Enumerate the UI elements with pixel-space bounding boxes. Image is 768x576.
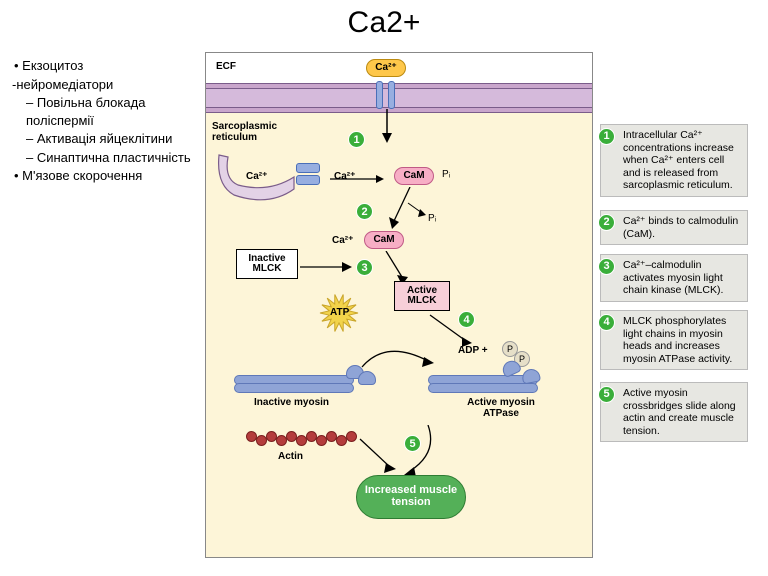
- pi-label: Pᵢ: [442, 169, 450, 180]
- adp-label: ADP +: [458, 345, 488, 356]
- legend-text: MLCK phosphorylates light chains in myos…: [600, 310, 748, 370]
- inactive-mlck-box: Inactive MLCK: [236, 249, 298, 279]
- cam-oval: CaM: [394, 167, 434, 185]
- membrane-bottom: [206, 107, 592, 113]
- ca-label: Ca²⁺: [246, 171, 267, 182]
- ecf-label: ECF: [216, 61, 236, 72]
- atp-label: ATP: [330, 307, 349, 318]
- result-oval: Increased muscle tension: [356, 475, 466, 519]
- cam-oval: CaM: [364, 231, 404, 249]
- diagram-panel: ECF Ca²⁺ Sarcoplasmic reticulum Ca²⁺ Ca²⁺ 1 C…: [205, 52, 593, 558]
- bullet-item: Активація яйцеклітини: [26, 130, 195, 148]
- bullet-sub: -нейромедіатори: [12, 76, 195, 94]
- sr-channel: [296, 163, 320, 173]
- inactive-myosin-label: Inactive myosin: [254, 397, 329, 408]
- myosin-head: [521, 368, 541, 385]
- ca-label: Ca²⁺: [332, 235, 353, 246]
- bullet-item: Синаптична пластичність: [26, 149, 195, 167]
- legend-step-1: 1: [598, 128, 615, 145]
- bullet-item: Екзоцитоз: [14, 57, 195, 75]
- channel-pore: [388, 81, 395, 109]
- active-myosin-label: Active myosin ATPase: [456, 397, 546, 419]
- legend-item-3: 3 Ca²⁺–calmodulin activates myosin light…: [600, 254, 748, 302]
- ca-oval-top: Ca²⁺: [366, 59, 406, 77]
- bullet-item: Повільна блокада поліспермії: [26, 94, 195, 129]
- legend-item-4: 4 MLCK phosphorylates light chains in my…: [600, 310, 748, 370]
- legend-item-2: 2 Ca²⁺ binds to calmodulin (CaM).: [600, 210, 748, 245]
- bullet-item: М'язове скорочення: [14, 167, 195, 185]
- step-2: 2: [356, 203, 373, 220]
- membrane-fill: [206, 89, 592, 107]
- legend-step-4: 4: [598, 314, 615, 331]
- active-mlck-box: Active MLCK: [394, 281, 450, 311]
- step-1: 1: [348, 131, 365, 148]
- legend-item-5: 5 Active myosin crossbridges slide along…: [600, 382, 748, 442]
- step-3: 3: [356, 259, 373, 276]
- sr-channel: [296, 175, 320, 185]
- page-title: Са2+: [0, 6, 768, 40]
- legend-step-5: 5: [598, 386, 615, 403]
- sr-label: Sarcoplasmic reticulum: [212, 121, 307, 143]
- atp-icon: ATP: [316, 293, 362, 333]
- legend-item-1: 1 Intracellular Ca²⁺ concentrations incr…: [600, 124, 748, 197]
- legend-text: Ca²⁺ binds to calmodulin (CaM).: [600, 210, 748, 245]
- legend-text: Intracellular Ca²⁺ concentrations increa…: [600, 124, 748, 197]
- legend-text: Ca²⁺–calmodulin activates myosin light c…: [600, 254, 748, 302]
- legend-step-2: 2: [598, 214, 615, 231]
- myosin-rod: [428, 383, 538, 393]
- actin-label: Actin: [278, 451, 303, 462]
- legend-text: Active myosin crossbridges slide along a…: [600, 382, 748, 442]
- myosin-rod: [234, 383, 354, 393]
- bullet-list: Екзоцитоз -нейромедіатори Повільна блока…: [10, 56, 195, 186]
- channel-pore: [376, 81, 383, 109]
- legend-step-3: 3: [598, 258, 615, 275]
